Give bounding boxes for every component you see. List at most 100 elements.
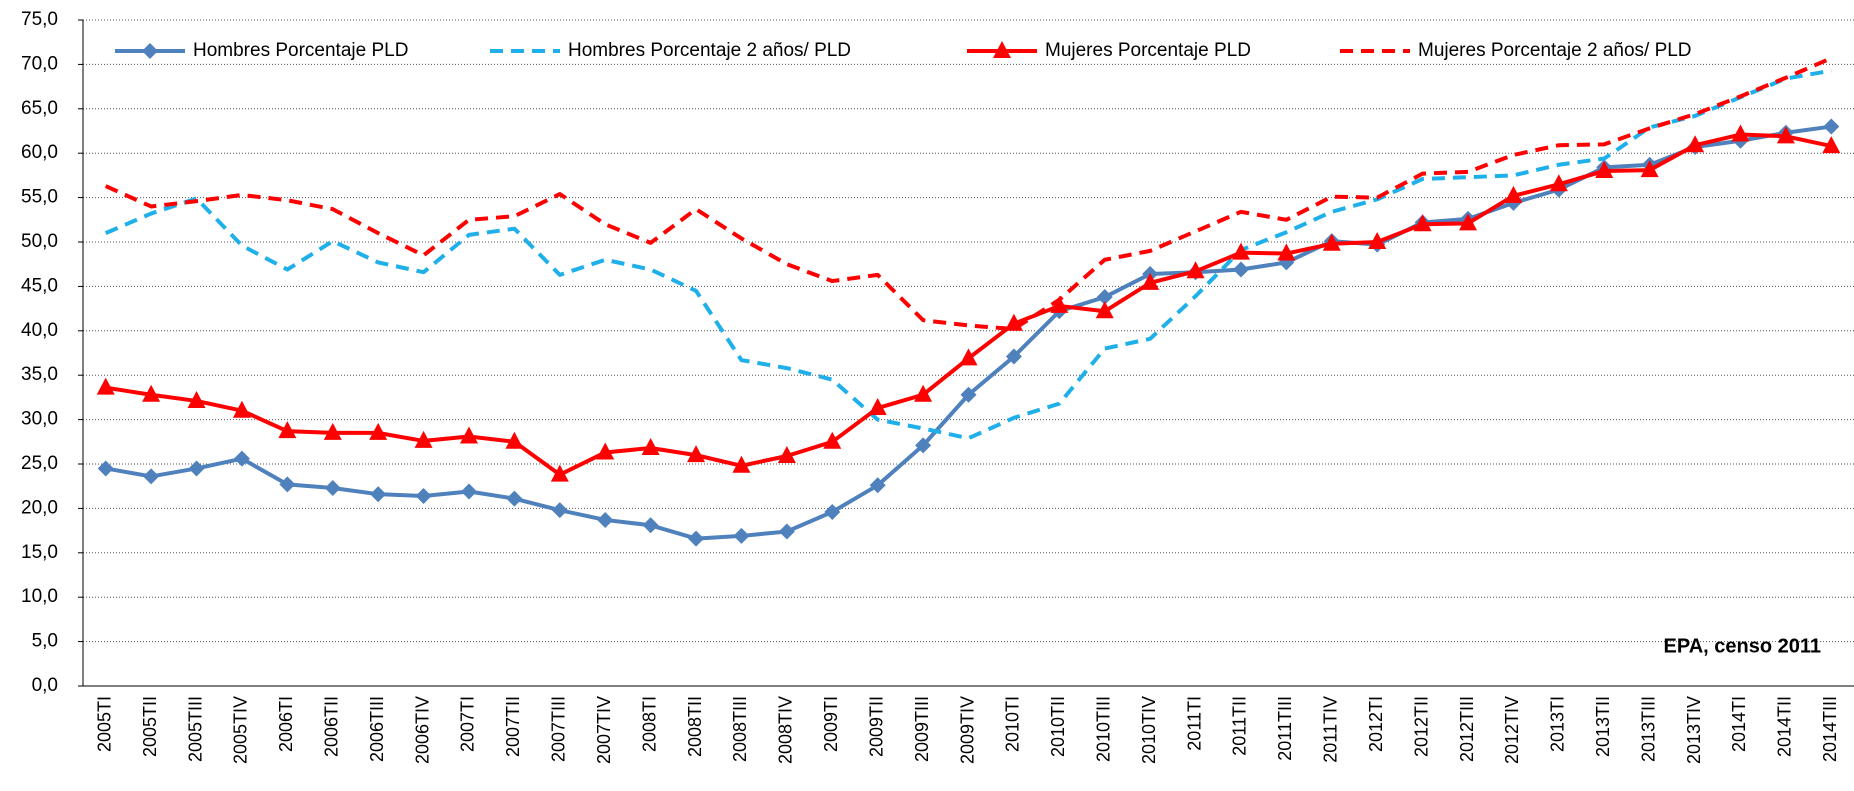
point <box>1640 160 1659 178</box>
point <box>415 487 432 504</box>
point <box>506 490 523 507</box>
x-tick-label: 2013TIII <box>1638 696 1658 762</box>
x-tick-label: 2009TIV <box>957 696 977 764</box>
y-tick-label: 30,0 <box>21 409 58 430</box>
x-tick-label: 2008TI <box>639 696 659 752</box>
point <box>597 511 614 528</box>
point <box>369 422 388 440</box>
point <box>778 523 795 540</box>
y-tick-label: 35,0 <box>21 364 58 385</box>
series-line <box>104 56 1833 332</box>
point <box>323 422 342 440</box>
point <box>1096 289 1113 306</box>
point <box>279 476 296 493</box>
point <box>505 431 524 449</box>
point <box>959 348 978 366</box>
y-tick-label: 40,0 <box>21 320 58 341</box>
point <box>550 464 569 482</box>
point <box>1776 126 1795 144</box>
y-tick-label: 45,0 <box>21 275 58 296</box>
x-tick-label: 2013TI <box>1548 696 1568 752</box>
x-tick-label: 2011TI <box>1184 696 1204 751</box>
y-tick-label: 5,0 <box>32 631 58 652</box>
series-line <box>105 124 1832 541</box>
x-tick-label: 2010TIII <box>1093 696 1113 762</box>
x-tick-label: 2006TIV <box>412 696 432 764</box>
point <box>1141 272 1160 290</box>
point <box>960 386 977 403</box>
point <box>414 430 433 448</box>
point <box>1549 174 1568 192</box>
y-tick-label: 55,0 <box>21 187 58 208</box>
point <box>1686 135 1705 153</box>
x-tick-label: 2012TII <box>1411 696 1431 757</box>
point <box>1231 242 1250 260</box>
x-tick-label: 2005TII <box>140 696 160 757</box>
point <box>777 446 796 464</box>
x-tick-label: 2008TIII <box>730 696 750 762</box>
x-tick-label: 2014TII <box>1775 696 1795 757</box>
point <box>1459 213 1478 231</box>
legend-label: Hombres Porcentaje PLD <box>193 40 408 61</box>
point <box>97 460 114 477</box>
point <box>187 390 206 408</box>
point <box>1822 136 1841 154</box>
x-tick-label: 2007TIII <box>549 696 569 762</box>
point <box>914 384 933 402</box>
point <box>142 384 161 402</box>
legend-label: Mujeres Porcentaje 2 años/ PLD <box>1418 40 1692 61</box>
point <box>278 421 297 439</box>
point <box>459 426 478 444</box>
y-tick-label: 20,0 <box>21 497 58 518</box>
x-tick-label: 2010TIV <box>1139 696 1159 764</box>
x-tick-label: 2012TIII <box>1457 696 1477 762</box>
point <box>1277 243 1296 261</box>
point <box>687 445 706 463</box>
y-tick-label: 65,0 <box>21 98 58 119</box>
point <box>1413 214 1432 232</box>
legend-marker <box>142 43 158 59</box>
point <box>915 437 932 454</box>
x-tick-label: 2011TIV <box>1321 696 1341 763</box>
x-tick-label: 2006TII <box>322 696 342 757</box>
point <box>1095 301 1114 319</box>
x-tick-label: 2013TIV <box>1684 696 1704 764</box>
point <box>1368 232 1387 249</box>
point <box>143 468 160 485</box>
y-tick-label: 50,0 <box>21 231 58 252</box>
point <box>642 517 659 534</box>
point <box>1232 261 1249 278</box>
point <box>551 502 568 519</box>
x-tick-label: 2009TIII <box>912 696 932 762</box>
series-line <box>104 68 1832 441</box>
point <box>641 438 660 456</box>
point <box>732 455 751 473</box>
y-tick-label: 70,0 <box>21 53 58 74</box>
x-tick-label: 2005TI <box>94 696 114 752</box>
point <box>96 377 115 395</box>
y-tick-label: 75,0 <box>21 9 58 30</box>
x-tick-label: 2006TIII <box>367 696 387 762</box>
point <box>370 486 387 503</box>
point <box>869 477 886 494</box>
point <box>733 527 750 544</box>
point <box>1322 233 1341 251</box>
point <box>596 442 615 460</box>
point <box>1823 118 1840 135</box>
legend-label: Mujeres Porcentaje PLD <box>1045 40 1251 61</box>
series-line <box>105 132 1832 477</box>
x-tick-label: 2005TIV <box>231 696 251 764</box>
x-tick-label: 2012TIV <box>1502 696 1522 764</box>
x-tick-label: 2009TI <box>821 696 841 752</box>
x-tick-label: 2007TIV <box>594 696 614 764</box>
x-tick-label: 2012TI <box>1366 696 1386 752</box>
point <box>688 530 705 547</box>
x-tick-label: 2007TII <box>503 696 523 757</box>
x-tick-label: 2014TI <box>1729 696 1749 752</box>
y-tick-label: 10,0 <box>21 586 58 607</box>
point <box>824 503 841 520</box>
x-tick-label: 2009TII <box>866 696 886 757</box>
x-tick-label: 2011TII <box>1230 696 1250 756</box>
point <box>233 450 250 467</box>
